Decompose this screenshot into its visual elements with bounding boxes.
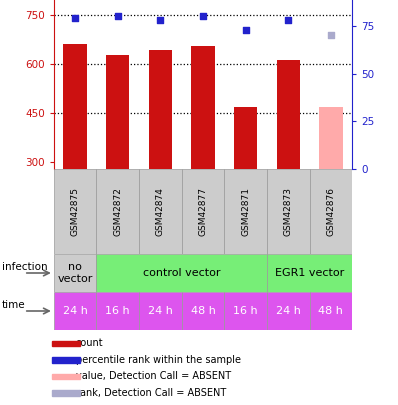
- Text: rank, Detection Call = ABSENT: rank, Detection Call = ABSENT: [76, 388, 226, 398]
- Text: 48 h: 48 h: [191, 306, 215, 316]
- Point: [242, 26, 249, 33]
- Bar: [63, 44, 87, 169]
- Bar: [181, 292, 224, 330]
- Text: GSM42871: GSM42871: [241, 187, 250, 236]
- Text: percentile rank within the sample: percentile rank within the sample: [76, 355, 241, 365]
- Point: [115, 13, 121, 19]
- Text: 48 h: 48 h: [318, 306, 343, 316]
- Bar: [310, 169, 352, 254]
- Bar: [267, 254, 352, 292]
- Bar: [52, 341, 80, 346]
- Bar: [234, 107, 258, 169]
- Bar: [96, 292, 139, 330]
- Bar: [139, 292, 181, 330]
- Bar: [319, 107, 343, 169]
- Bar: [54, 254, 96, 292]
- Point: [285, 17, 291, 23]
- Bar: [106, 55, 129, 169]
- Text: 24 h: 24 h: [276, 306, 301, 316]
- Text: GSM42875: GSM42875: [70, 187, 80, 236]
- Text: 24 h: 24 h: [62, 306, 88, 316]
- Text: count: count: [76, 339, 103, 348]
- Text: control vector: control vector: [143, 268, 220, 278]
- Bar: [224, 169, 267, 254]
- Text: GSM42876: GSM42876: [326, 187, 336, 236]
- Text: value, Detection Call = ABSENT: value, Detection Call = ABSENT: [76, 371, 231, 382]
- Point: [328, 32, 334, 38]
- Bar: [96, 254, 267, 292]
- Point: [72, 15, 78, 21]
- Bar: [54, 169, 96, 254]
- Bar: [267, 292, 310, 330]
- Bar: [148, 50, 172, 169]
- Text: 16 h: 16 h: [233, 306, 258, 316]
- Bar: [52, 374, 80, 379]
- Bar: [52, 390, 80, 396]
- Bar: [191, 46, 215, 169]
- Bar: [139, 169, 181, 254]
- Text: 24 h: 24 h: [148, 306, 173, 316]
- Bar: [277, 60, 300, 169]
- Bar: [54, 292, 96, 330]
- Bar: [96, 169, 139, 254]
- Text: no
vector: no vector: [57, 262, 93, 284]
- Text: GSM42874: GSM42874: [156, 187, 165, 236]
- Text: GSM42873: GSM42873: [284, 187, 293, 236]
- Bar: [181, 169, 224, 254]
- Bar: [52, 357, 80, 362]
- Point: [157, 17, 164, 23]
- Point: [200, 13, 206, 19]
- Text: 16 h: 16 h: [105, 306, 130, 316]
- Bar: [224, 292, 267, 330]
- Text: GSM42872: GSM42872: [113, 187, 122, 236]
- Text: infection: infection: [2, 262, 48, 272]
- Text: EGR1 vector: EGR1 vector: [275, 268, 344, 278]
- Bar: [267, 169, 310, 254]
- Text: time: time: [2, 300, 25, 310]
- Text: GSM42877: GSM42877: [199, 187, 207, 236]
- Bar: [310, 292, 352, 330]
